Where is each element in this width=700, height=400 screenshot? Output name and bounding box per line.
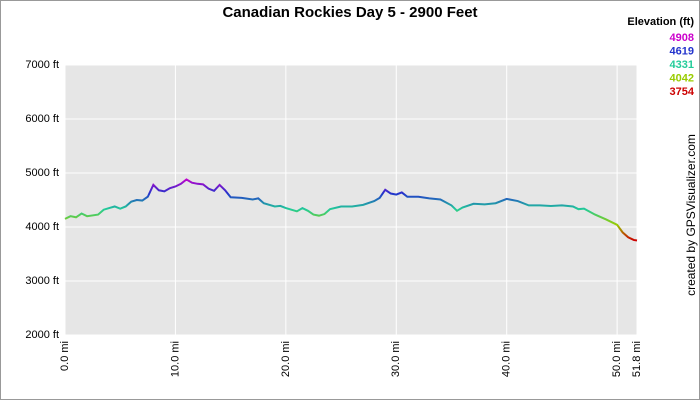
credit: created by GPSVisualizer.com	[684, 134, 698, 296]
y-tick-label: 2000 ft	[25, 329, 59, 341]
y-tick-label: 5000 ft	[25, 167, 59, 179]
legend-value: 4619	[670, 45, 694, 57]
legend-value: 4331	[670, 59, 694, 71]
legend-value: 4908	[670, 32, 694, 44]
plot-area	[65, 65, 637, 335]
x-tick-label: 50.0 mi	[611, 341, 623, 377]
legend-value: 3754	[670, 86, 695, 98]
legend-value: 4042	[670, 72, 694, 84]
y-tick-label: 7000 ft	[25, 59, 59, 71]
x-tick-label: 20.0 mi	[280, 341, 292, 377]
y-tick-label: 4000 ft	[25, 221, 59, 233]
chart-title: Canadian Rockies Day 5 - 2900 Feet	[222, 4, 477, 21]
x-tick-label: 10.0 mi	[169, 341, 181, 377]
x-tick-label: 40.0 mi	[501, 341, 513, 377]
y-tick-label: 6000 ft	[25, 113, 59, 125]
x-tick-label: 0.0 mi	[59, 341, 71, 371]
x-tick-label: 30.0 mi	[390, 341, 402, 377]
x-tick-label: 51.8 mi	[631, 341, 643, 377]
elevation-line	[64, 178, 638, 242]
y-tick-label: 3000 ft	[25, 275, 59, 287]
legend-title: Elevation (ft)	[627, 16, 694, 28]
